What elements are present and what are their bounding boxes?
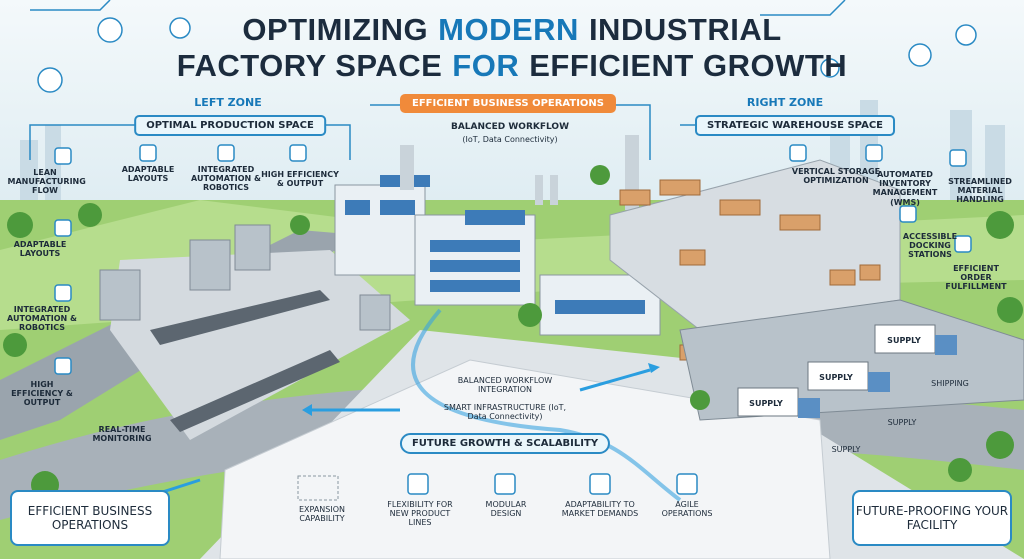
title-line-1: OPTIMIZING MODERN INDUSTRIAL (0, 12, 1024, 48)
truck-label: SUPPLY (819, 373, 853, 382)
zone-header: STRATEGIC WAREHOUSE SPACE (695, 115, 895, 136)
middle-text: BALANCED WORKFLOW INTEGRATION (457, 376, 553, 395)
corner-box: FUTURE-PROOFING YOUR FACILITY (852, 490, 1012, 546)
growth-item: FLEXIBILITY FOR NEW PRODUCT LINES (387, 500, 453, 528)
feature-label: LEAN MANUFACTURING FLOW (7, 168, 86, 196)
zone-header: OPTIMAL PRODUCTION SPACE (134, 115, 326, 136)
title-word: OPTIMIZING (242, 12, 429, 47)
feature-label: VERTICAL STORAGE OPTIMIZATION (791, 167, 881, 186)
road-label: SHIPPING (931, 379, 969, 388)
feature-label: AUTOMATED INVENTORY MANAGEMENT (WMS) (872, 170, 938, 207)
growth-item: ADAPTABILITY TO MARKET DEMANDS (561, 500, 639, 519)
truck-label: SUPPLY (887, 336, 921, 345)
feature-label: STREAMLINED MATERIAL HANDLING (948, 177, 1012, 205)
title-line-2: FACTORY SPACE FOR EFFICIENT GROWTH (0, 48, 1024, 84)
feature-label: EFFICIENT ORDER FULFILLMENT (945, 264, 1007, 292)
feature-label: HIGH EFFICIENCY & OUTPUT (11, 380, 73, 408)
feature-label: INTEGRATED AUTOMATION & ROBOTICS (191, 165, 261, 193)
center-header: EFFICIENT BUSINESS OPERATIONS (399, 94, 617, 113)
corner-box: EFFICIENT BUSINESS OPERATIONS (10, 490, 170, 546)
title-word: FOR (452, 48, 520, 83)
middle-text: SMART INFRASTRUCTURE (IoT, Data Connecti… (443, 403, 567, 422)
zone-label: LEFT ZONE (194, 96, 262, 109)
growth-item: MODULAR DESIGN (485, 500, 527, 519)
feature-label: INTEGRATED AUTOMATION & ROBOTICS (7, 305, 77, 333)
growth-header: FUTURE GROWTH & SCALABILITY (399, 433, 611, 454)
title-word: INDUSTRIAL (588, 12, 782, 47)
feature-label: ADAPTABLE LAYOUTS (13, 240, 67, 259)
road-label: SUPPLY (887, 418, 917, 427)
truck-label: SUPPLY (749, 399, 783, 408)
road-label: SUPPLY (831, 445, 861, 454)
feature-label: HIGH EFFICIENCY & OUTPUT (261, 170, 339, 189)
title-word: MODERN (438, 12, 579, 47)
zone-label: RIGHT ZONE (746, 96, 824, 109)
center-text: BALANCED WORKFLOW (450, 122, 570, 132)
title-word: EFFICIENT GROWTH (529, 48, 848, 83)
feature-label: REAL-TIME MONITORING (92, 425, 152, 444)
growth-item: AGILE OPERATIONS (661, 500, 713, 519)
growth-item: EXPANSION CAPABILITY (298, 505, 346, 524)
center-text: (IoT, Data Connectivity) (462, 135, 558, 144)
title-word: FACTORY SPACE (176, 48, 443, 83)
feature-label: ACCESSIBLE DOCKING STATIONS (902, 232, 958, 260)
feature-label: ADAPTABLE LAYOUTS (121, 165, 175, 184)
